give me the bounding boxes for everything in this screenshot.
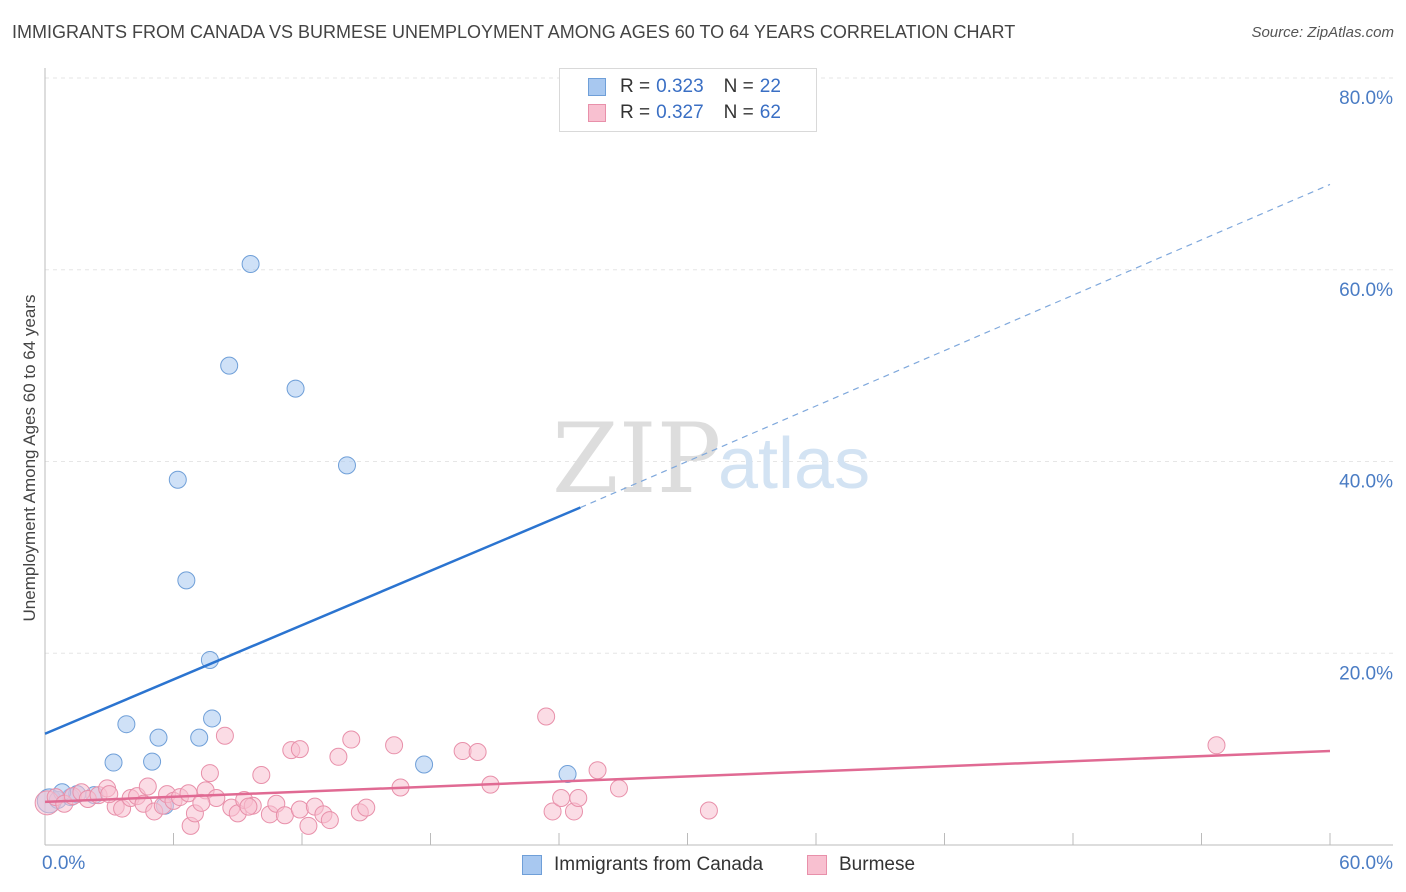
point-burmese: [320, 811, 339, 830]
y-tick-label: 40.0%: [1339, 472, 1393, 493]
point-burmese: [357, 798, 376, 817]
point-immigrants-from-canada: [104, 753, 123, 772]
point-immigrants-from-canada: [241, 254, 260, 273]
point-immigrants-from-canada: [168, 470, 187, 489]
point-burmese: [275, 806, 294, 825]
point-burmese: [215, 726, 234, 745]
y-tick-label: 60.0%: [1339, 280, 1393, 301]
point-burmese: [468, 743, 487, 762]
legend-r-value: 0.327: [656, 102, 704, 123]
point-burmese: [290, 740, 309, 759]
point-immigrants-from-canada: [149, 728, 168, 747]
point-immigrants-from-canada: [415, 755, 434, 774]
point-immigrants-from-canada: [177, 571, 196, 590]
point-immigrants-from-canada: [286, 379, 305, 398]
point-immigrants-from-canada: [143, 752, 162, 771]
x-tick-label: 60.0%: [1339, 853, 1393, 874]
point-immigrants-from-canada: [558, 765, 577, 784]
point-immigrants-from-canada: [190, 728, 209, 747]
bottom-legend-burmese: Burmese: [807, 852, 915, 878]
point-burmese: [329, 747, 348, 766]
point-burmese: [609, 779, 628, 798]
legend: R = 0.323 N = 22 R = 0.327 N = 62: [559, 68, 817, 132]
watermark: ZIP atlas: [552, 403, 870, 515]
point-immigrants-from-canada: [220, 356, 239, 375]
point-burmese: [385, 736, 404, 755]
point-burmese: [543, 802, 562, 821]
point-burmese: [138, 777, 157, 796]
trend-line-burmese: [44, 749, 1331, 804]
point-burmese: [299, 816, 318, 835]
point-burmese: [252, 766, 271, 785]
y-tick-label: 80.0%: [1339, 88, 1393, 109]
legend-n-label: N =: [723, 102, 754, 123]
point-burmese: [453, 742, 472, 761]
point-immigrants-from-canada: [117, 715, 136, 734]
x-tick-label: 0.0%: [42, 853, 85, 874]
point-burmese: [537, 707, 556, 726]
bottom-legend-label-canada: Immigrants from Canada: [554, 854, 764, 875]
point-burmese: [207, 789, 226, 808]
bottom-legend-swatch-canada: [522, 855, 542, 875]
legend-swatch-canada: [588, 78, 606, 96]
point-burmese: [200, 764, 219, 783]
bottom-legend-canada: Immigrants from Canada: [522, 852, 763, 878]
chart-title: IMMIGRANTS FROM CANADA VS BURMESE UNEMPL…: [12, 22, 1016, 42]
point-burmese: [569, 789, 588, 808]
point-burmese: [699, 801, 718, 820]
watermark-atlas: atlas: [718, 424, 870, 504]
trend-line-canada: [44, 506, 581, 735]
point-burmese: [192, 793, 211, 812]
legend-r-value: 0.323: [656, 76, 704, 97]
source-label: Source: ZipAtlas.com: [1251, 24, 1394, 41]
legend-r-label: R =: [620, 102, 651, 123]
legend-row-burmese: R = 0.327 N = 62: [588, 100, 781, 126]
legend-row-canada: R = 0.323 N = 22: [588, 74, 781, 100]
legend-n-value: 22: [759, 76, 781, 97]
point-burmese: [552, 789, 571, 808]
point-burmese: [588, 761, 607, 780]
watermark-zip: ZIP: [552, 403, 721, 515]
y-tick-label: 20.0%: [1339, 663, 1393, 684]
tick-labels: 20.0% 40.0% 60.0% 80.0% 0.0% 60.0%: [42, 88, 1393, 874]
point-burmese: [290, 800, 309, 819]
gridlines: [45, 77, 1393, 845]
legend-r-label: R =: [620, 76, 651, 97]
axes: [44, 68, 1393, 846]
bottom-legend-label-burmese: Burmese: [839, 854, 916, 875]
series-immigrants-from-canada: [36, 254, 577, 815]
bottom-legend-swatch-burmese: [807, 855, 827, 875]
trend-line-canada-extension: [580, 183, 1331, 509]
point-burmese: [342, 730, 361, 749]
point-burmese: [1207, 736, 1226, 755]
trend-lines: [44, 183, 1331, 804]
legend-swatch-burmese: [588, 104, 606, 122]
legend-n-value: 62: [759, 102, 781, 123]
point-immigrants-from-canada: [337, 456, 356, 475]
point-burmese: [239, 797, 258, 816]
legend-n-label: N =: [723, 76, 754, 97]
point-immigrants-from-canada: [203, 709, 222, 728]
